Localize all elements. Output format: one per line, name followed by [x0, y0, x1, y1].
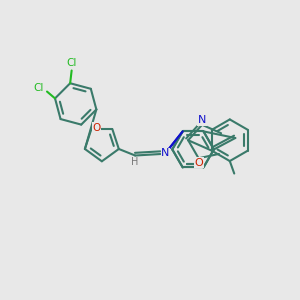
Text: O: O [194, 158, 203, 168]
Text: Cl: Cl [34, 83, 44, 93]
Text: H: H [131, 157, 139, 167]
Text: N: N [198, 115, 206, 125]
Text: O: O [93, 122, 101, 133]
Text: N: N [161, 148, 170, 158]
Text: Cl: Cl [67, 58, 77, 68]
